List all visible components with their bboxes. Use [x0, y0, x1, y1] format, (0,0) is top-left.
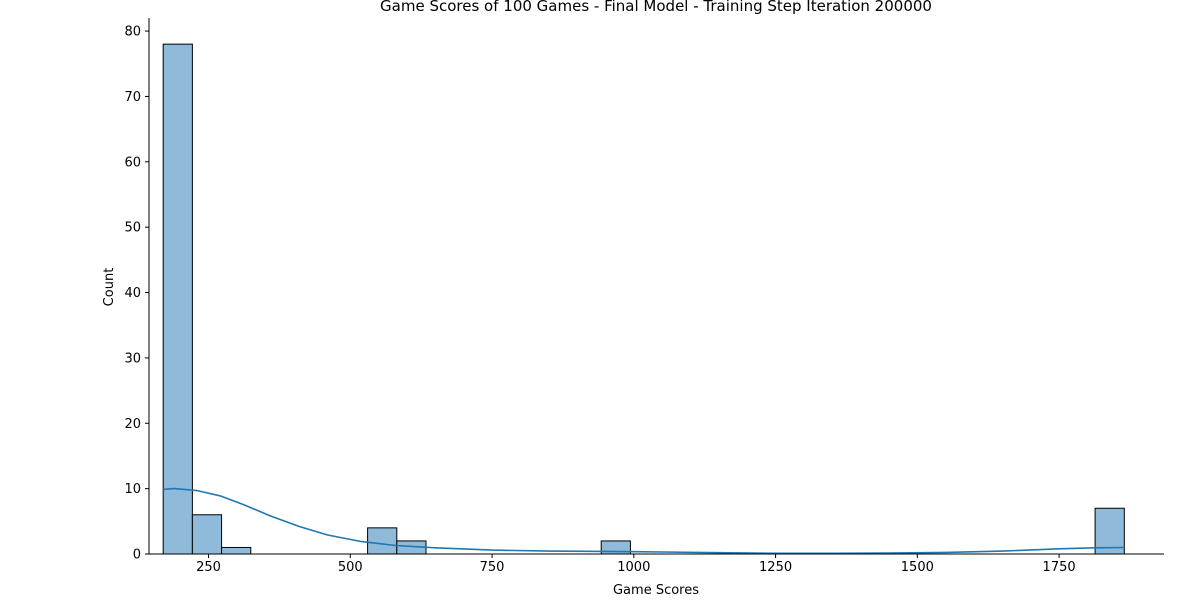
y-tick-label-40: 40 [124, 286, 141, 301]
y-tick-label-50: 50 [124, 221, 141, 236]
y-tick-label-20: 20 [124, 417, 141, 432]
x-tick-label-1500: 1500 [901, 560, 934, 575]
axes-layer [148, 18, 1164, 555]
y-axis-label: Count [102, 268, 117, 307]
x-tick-label-1250: 1250 [759, 560, 792, 575]
x-tick-label-750: 750 [480, 560, 505, 575]
x-tick-label-1000: 1000 [617, 560, 650, 575]
kde-layer [163, 487, 1125, 555]
y-tick-label-70: 70 [124, 90, 141, 105]
x-tick-label-250: 250 [196, 560, 221, 575]
kde-curve [163, 487, 1125, 555]
x-tick-label-1750: 1750 [1043, 560, 1076, 575]
y-tick-label-0: 0 [133, 548, 141, 563]
histogram-bar-2 [221, 546, 252, 555]
y-tick-label-10: 10 [124, 482, 141, 497]
histogram-bar-0 [162, 43, 193, 555]
histogram-bar-3 [367, 527, 398, 555]
histogram-bar-1 [191, 514, 223, 555]
x-axis-label: Game Scores [613, 583, 699, 598]
y-tick-label-30: 30 [124, 351, 141, 366]
bars-layer [162, 43, 1125, 555]
x-tick-label-500: 500 [338, 560, 363, 575]
chart-title: Game Scores of 100 Games - Final Model -… [380, 0, 932, 15]
y-tick-label-60: 60 [124, 155, 141, 170]
y-tick-label-80: 80 [124, 25, 141, 40]
ticks-layer: 250 500 750 1000 1250 1500 1750 0 10 20 30 40 50 60 70… [124, 25, 1075, 575]
